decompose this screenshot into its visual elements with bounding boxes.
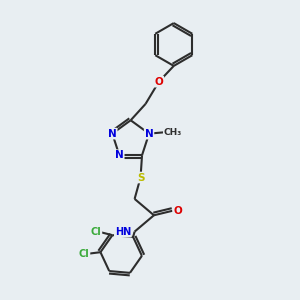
Text: HN: HN	[115, 226, 131, 237]
Text: Cl: Cl	[91, 227, 101, 237]
Text: Cl: Cl	[79, 249, 89, 259]
Text: S: S	[137, 172, 144, 182]
Text: O: O	[154, 76, 163, 87]
Text: CH₃: CH₃	[164, 128, 182, 136]
Text: N: N	[145, 129, 153, 139]
Text: O: O	[173, 206, 182, 216]
Text: N: N	[115, 150, 124, 160]
Text: N: N	[108, 129, 117, 139]
